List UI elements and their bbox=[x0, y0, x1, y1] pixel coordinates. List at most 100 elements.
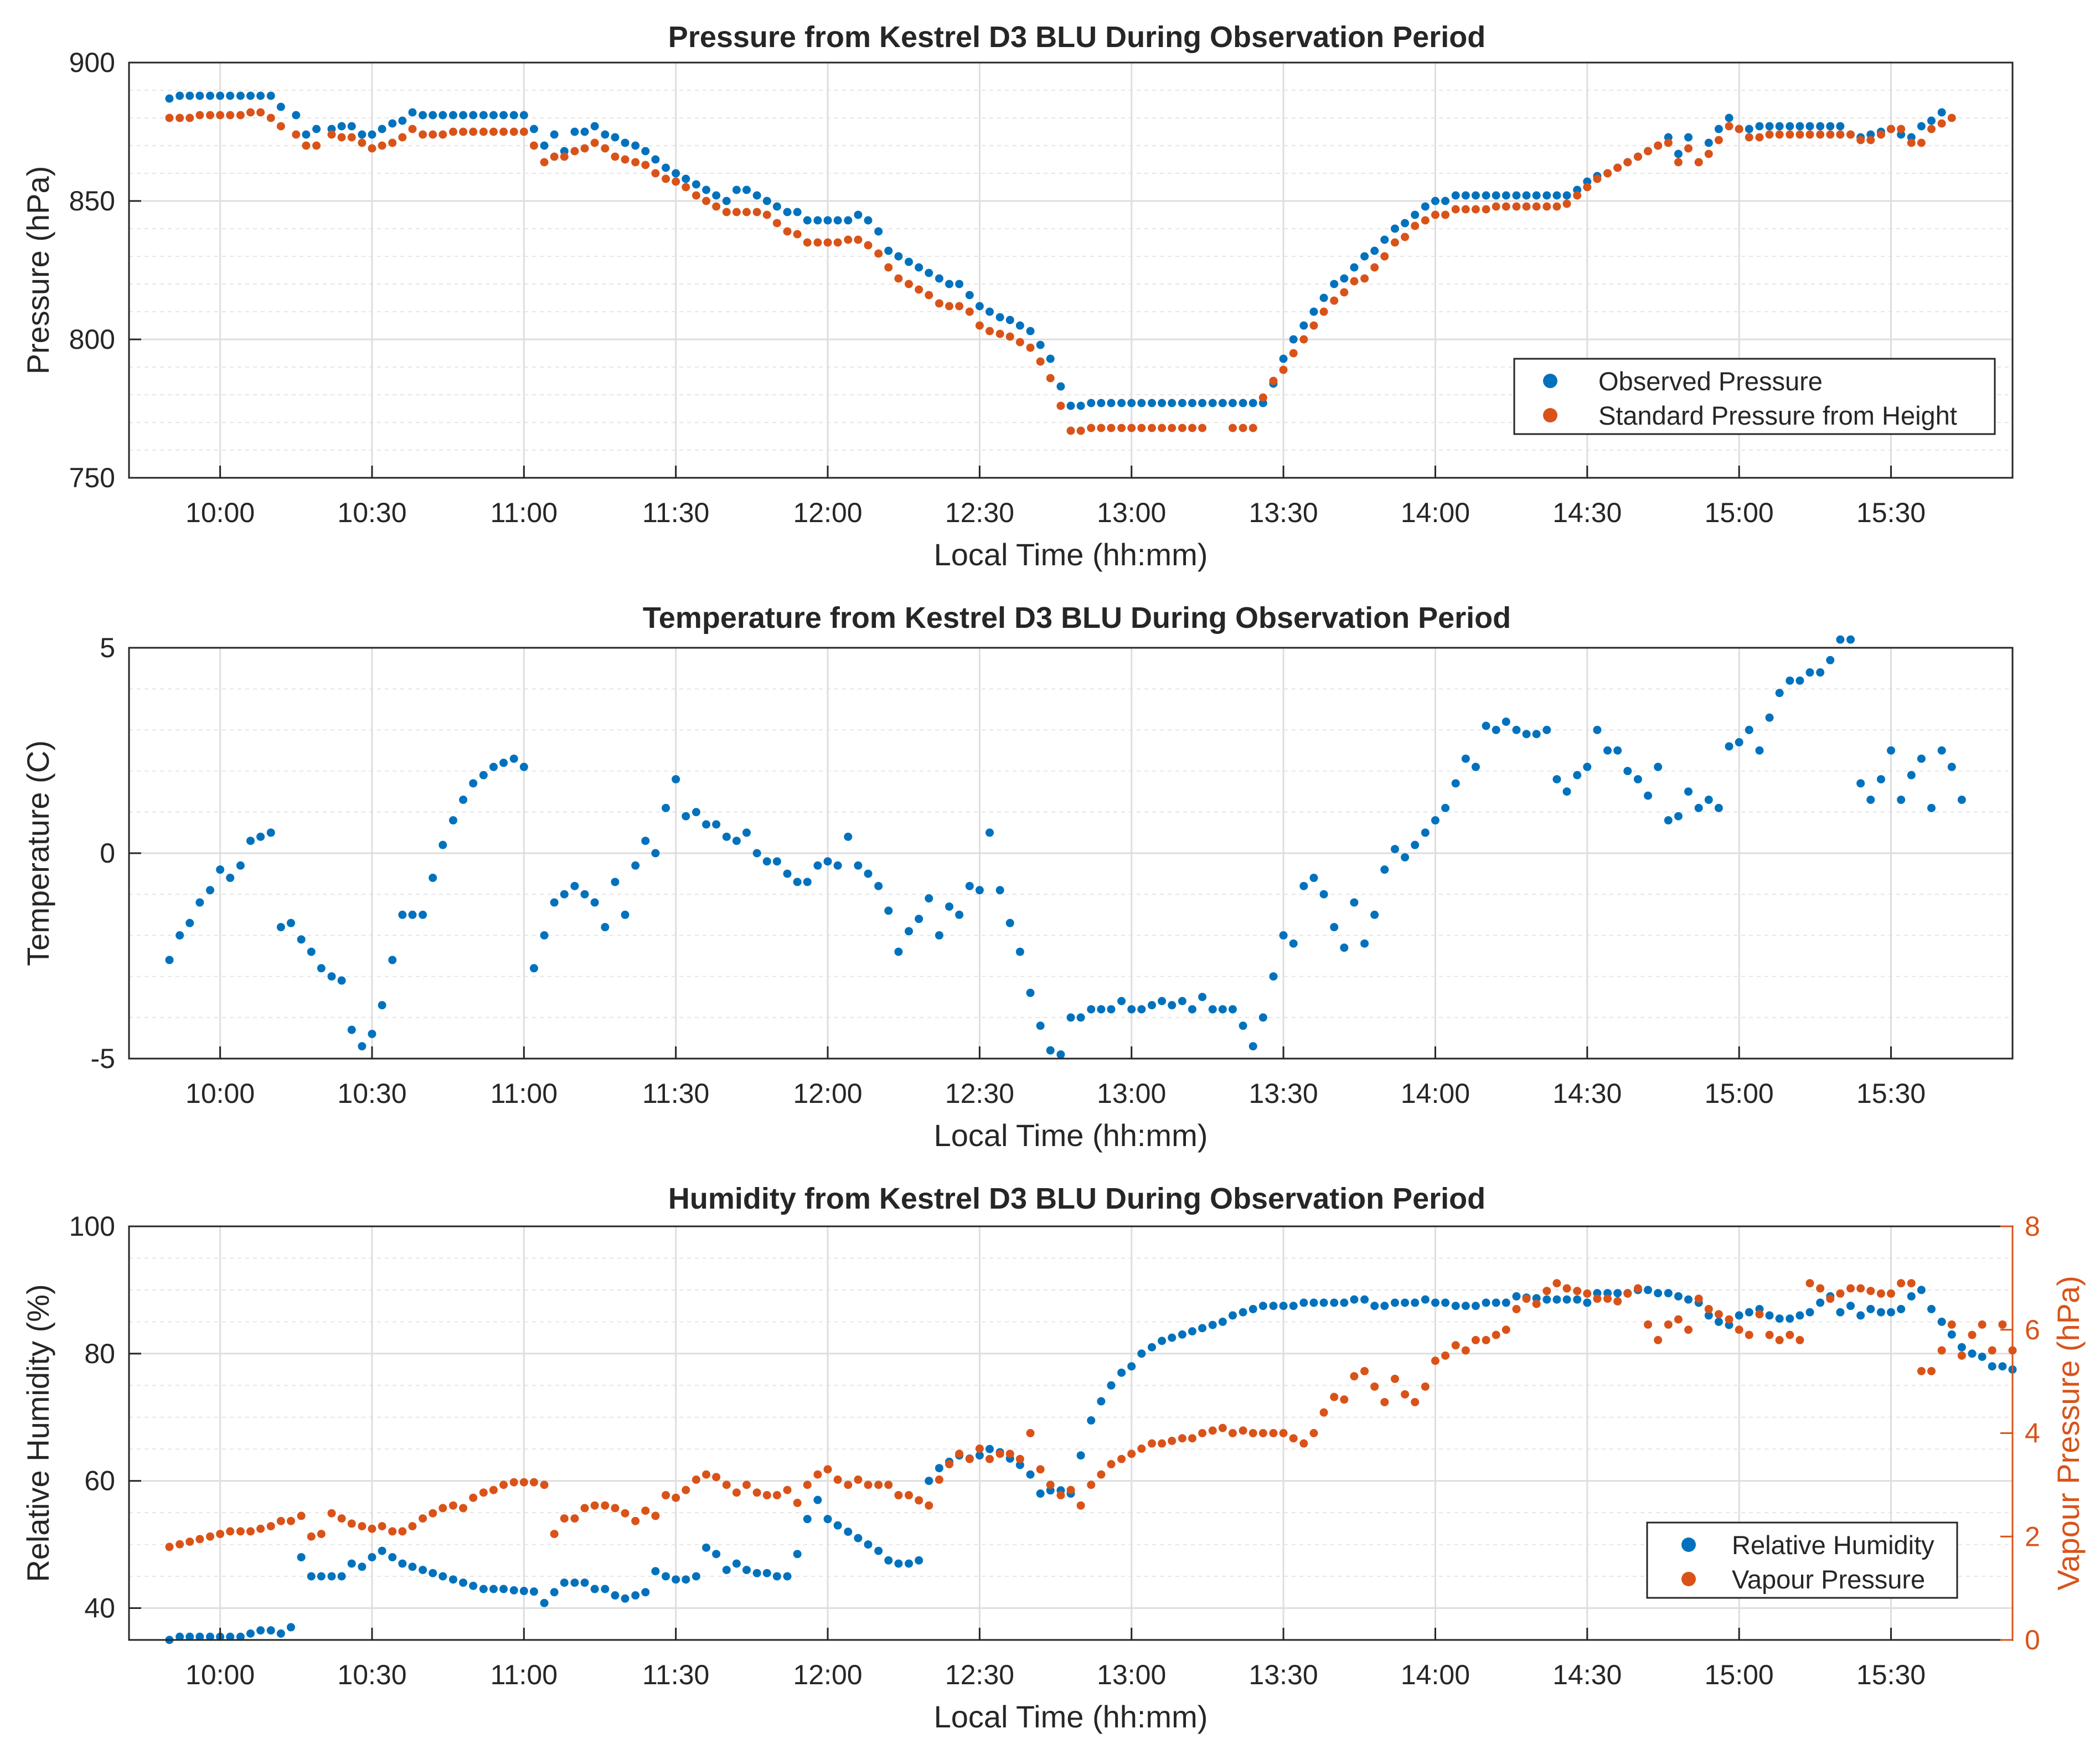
pressure-standard-pressure-from-height-point bbox=[206, 111, 215, 120]
pressure-standard-pressure-from-height-point bbox=[448, 127, 457, 136]
temperature-temperature-point bbox=[1583, 762, 1592, 771]
humidity-vapour-pressure-point bbox=[1198, 1429, 1207, 1437]
pressure-standard-pressure-from-height-point bbox=[1866, 136, 1875, 145]
humidity-vapour-pressure-point bbox=[1097, 1470, 1106, 1479]
pressure-standard-pressure-from-height-point bbox=[732, 208, 741, 216]
pressure-observed-pressure-point bbox=[935, 274, 943, 283]
humidity-relative-humidity-point bbox=[307, 1572, 316, 1581]
pressure-standard-pressure-from-height-point bbox=[1036, 357, 1045, 366]
humidity-vapour-pressure-point bbox=[1015, 1454, 1024, 1463]
humidity-vapour-pressure-point bbox=[1492, 1330, 1500, 1339]
pressure-observed-pressure-point bbox=[438, 111, 447, 120]
humidity-relative-humidity-point bbox=[408, 1562, 417, 1571]
humidity-vapour-pressure-point bbox=[337, 1514, 346, 1523]
humidity-relative-humidity-point bbox=[1360, 1295, 1369, 1304]
pressure-standard-pressure-from-height-point bbox=[429, 130, 437, 139]
humidity-vapour-pressure-point bbox=[1694, 1294, 1703, 1303]
humidity-vapour-pressure-point bbox=[1066, 1485, 1075, 1494]
pressure-standard-pressure-from-height-point bbox=[256, 108, 265, 117]
humidity-vapour-pressure-point bbox=[176, 1540, 184, 1549]
pressure-standard-pressure-from-height-point bbox=[823, 238, 832, 247]
pressure-observed-pressure-point bbox=[1036, 340, 1045, 349]
pressure-observed-pressure-point bbox=[185, 91, 194, 100]
humidity-vapour-pressure-point bbox=[266, 1522, 275, 1531]
pressure-observed-pressure-point bbox=[1218, 399, 1227, 407]
temperature-temperature-point bbox=[651, 849, 660, 858]
pressure-observed-pressure-point bbox=[509, 111, 518, 120]
humidity-relative-humidity-point bbox=[266, 1626, 275, 1635]
pressure-standard-pressure-from-height-point bbox=[226, 111, 235, 120]
pressure-observed-pressure-point bbox=[793, 208, 802, 216]
x-tick-label: 13:30 bbox=[1249, 497, 1318, 528]
humidity-relative-humidity-point bbox=[1036, 1489, 1045, 1498]
temperature-temperature-point bbox=[590, 898, 599, 907]
temperature-temperature-point bbox=[702, 820, 711, 829]
humidity-vapour-pressure-point bbox=[732, 1488, 741, 1497]
humidity-vapour-pressure-point bbox=[803, 1480, 812, 1489]
temperature-y-ticks: -5 0 5 bbox=[91, 632, 141, 1074]
humidity-relative-humidity-point bbox=[621, 1594, 630, 1603]
temperature-temperature-point bbox=[1015, 947, 1024, 956]
pressure-observed-pressure-point bbox=[1704, 138, 1713, 147]
pressure-standard-pressure-from-height-point bbox=[1795, 130, 1804, 139]
pressure-standard-pressure-from-height-point bbox=[302, 141, 311, 150]
temperature-temperature-point bbox=[611, 878, 620, 886]
humidity-relative-humidity-point bbox=[1208, 1320, 1217, 1329]
temperature-temperature-point bbox=[1350, 898, 1359, 907]
humidity-vapour-pressure-point bbox=[286, 1516, 295, 1525]
pressure-standard-pressure-from-height-point bbox=[1897, 125, 1906, 133]
humidity-vapour-pressure-point bbox=[1745, 1330, 1753, 1339]
pressure-observed-pressure-point bbox=[580, 127, 589, 136]
humidity-vapour-pressure-point bbox=[1897, 1279, 1906, 1288]
humidity-vapour-pressure-point bbox=[1937, 1346, 1946, 1355]
pressure-observed-pressure-point bbox=[226, 91, 235, 100]
y-tick-label: 40 bbox=[84, 1593, 115, 1624]
pressure-observed-pressure-point bbox=[1411, 210, 1420, 219]
temperature-temperature-point bbox=[1826, 656, 1835, 664]
humidity-vapour-pressure-point bbox=[1998, 1320, 2007, 1329]
pressure-standard-pressure-from-height-point bbox=[975, 321, 984, 330]
humidity-relative-humidity-point bbox=[1876, 1308, 1885, 1317]
humidity-vapour-pressure-point bbox=[1178, 1434, 1186, 1443]
humidity-relative-humidity-point bbox=[1856, 1311, 1865, 1320]
pressure-observed-pressure-point bbox=[915, 263, 923, 272]
humidity-relative-humidity-point bbox=[672, 1575, 680, 1584]
humidity-vapour-pressure-point bbox=[1239, 1426, 1247, 1435]
pressure-standard-pressure-from-height-point bbox=[1613, 163, 1622, 172]
pressure-observed-pressure-point bbox=[165, 94, 174, 103]
pressure-standard-pressure-from-height-point bbox=[1512, 202, 1521, 211]
pressure-observed-pressure-point bbox=[1805, 122, 1814, 131]
temperature-temperature-point bbox=[1805, 668, 1814, 677]
pressure-observed-pressure-point bbox=[1684, 133, 1693, 142]
temperature-temperature-point bbox=[1947, 762, 1956, 771]
pressure-standard-pressure-from-height-point bbox=[965, 307, 974, 316]
pressure-observed-pressure-point bbox=[783, 208, 792, 216]
humidity-vapour-pressure-point bbox=[358, 1522, 367, 1531]
pressure-observed-pressure-point bbox=[216, 91, 225, 100]
humidity-relative-humidity-point bbox=[864, 1540, 873, 1549]
temperature-temperature-point bbox=[1380, 865, 1389, 874]
temperature-temperature-point bbox=[1562, 787, 1571, 796]
humidity-vapour-pressure-point bbox=[1968, 1330, 1977, 1339]
x-tick-label: 11:30 bbox=[642, 1659, 709, 1690]
temperature-temperature-point bbox=[762, 857, 771, 866]
humidity-relative-humidity-point bbox=[1714, 1317, 1723, 1326]
y-tick-label: 900 bbox=[69, 47, 115, 78]
humidity-vapour-pressure-point bbox=[519, 1478, 528, 1487]
pressure-observed-pressure-point bbox=[1158, 399, 1167, 407]
pressure-observed-pressure-point bbox=[601, 130, 610, 139]
pressure-observed-pressure-point bbox=[550, 130, 559, 139]
pressure-standard-pressure-from-height-point bbox=[1755, 133, 1764, 142]
temperature-x-label: Local Time (hh:mm) bbox=[934, 1118, 1208, 1153]
humidity-vapour-pressure-point bbox=[823, 1465, 832, 1474]
pressure-standard-pressure-from-height-point bbox=[1937, 119, 1946, 128]
temperature-temperature-point bbox=[1725, 742, 1733, 751]
right-y-tick-label: 0 bbox=[2025, 1624, 2040, 1655]
humidity-relative-humidity-point bbox=[1917, 1286, 1926, 1294]
pressure-standard-pressure-from-height-point bbox=[1401, 233, 1410, 241]
temperature-temperature-point bbox=[1937, 746, 1946, 755]
humidity-vapour-pressure-point bbox=[1532, 1299, 1541, 1308]
temperature-temperature-point bbox=[1573, 771, 1582, 780]
pressure-standard-pressure-from-height-point bbox=[1826, 130, 1835, 139]
temperature-temperature-point bbox=[1005, 919, 1014, 927]
